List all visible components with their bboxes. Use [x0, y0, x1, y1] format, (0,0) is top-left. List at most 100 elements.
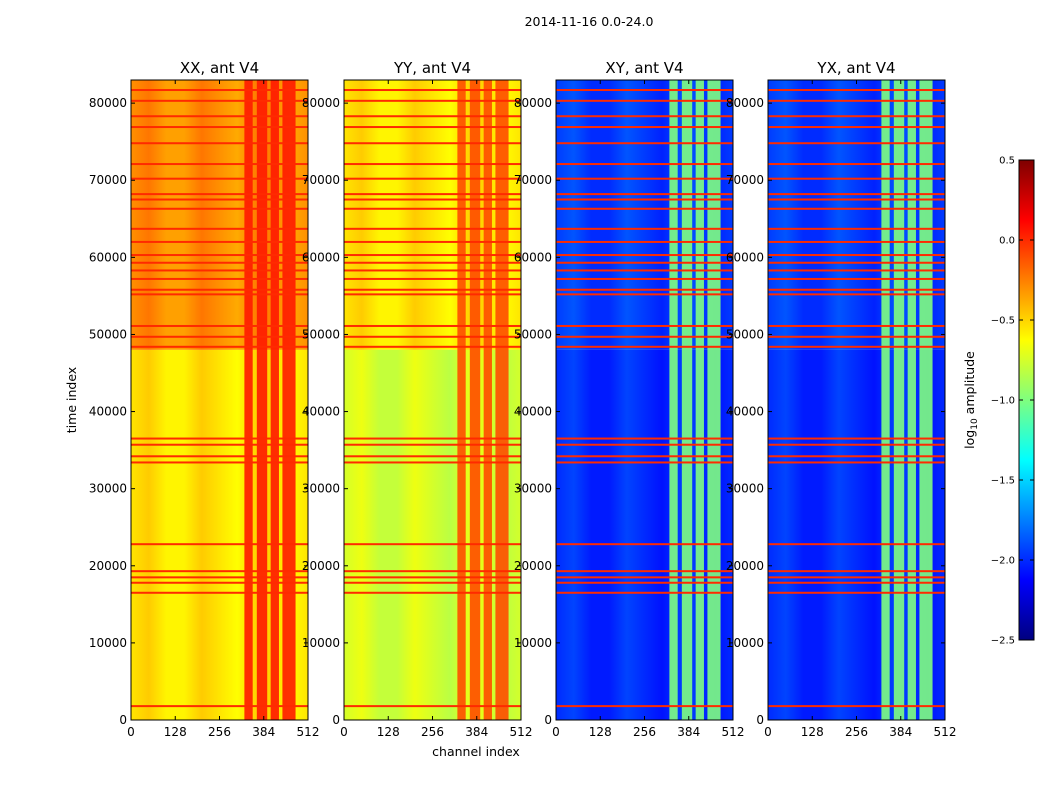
y-tick-label: 60000 — [302, 250, 340, 264]
x-axis-label: channel index — [432, 744, 520, 759]
flagged-row — [768, 345, 945, 348]
flagged-row — [768, 335, 945, 338]
flagged-row — [131, 581, 308, 584]
flagged-row — [131, 576, 308, 579]
panel-2: YY, ant V4 0 128 256 384 512 0 10000 20000 30000 4… — [302, 59, 533, 739]
colorbar-label: log10 amplitude — [962, 351, 980, 449]
flagged-row — [768, 576, 945, 579]
y-tick-label: 20000 — [89, 559, 127, 573]
rfi-band-4 — [707, 80, 721, 720]
y-tick-label: 80000 — [726, 96, 764, 110]
flagged-row — [344, 277, 521, 280]
flagged-row — [768, 207, 945, 210]
flagged-row — [768, 115, 945, 118]
flagged-row — [768, 126, 945, 129]
y-tick-label: 30000 — [514, 482, 552, 496]
y-tick-label: 0 — [119, 713, 127, 727]
flagged-row — [768, 437, 945, 440]
colorbar: 0.5 0.0 −0.5 −1.0 −1.5 −2.0 −2.5 — [991, 156, 1035, 647]
flagged-row — [556, 269, 733, 272]
heatmap-region-late — [344, 80, 521, 350]
colorbar-label-rest: amplitude — [962, 351, 977, 418]
y-tick-label: 50000 — [302, 327, 340, 341]
flagged-row — [768, 591, 945, 594]
flagged-row — [556, 581, 733, 584]
flagged-row — [556, 198, 733, 201]
x-tick-label: 256 — [845, 725, 868, 739]
y-tick-label: 10000 — [89, 636, 127, 650]
flagged-row — [768, 269, 945, 272]
flagged-row — [131, 269, 308, 272]
flagged-row — [344, 126, 521, 129]
flagged-row — [131, 193, 308, 196]
y-tick-label: 40000 — [514, 405, 552, 419]
colorbar-tick-label: −2.0 — [991, 556, 1015, 567]
flagged-row — [344, 335, 521, 338]
flagged-row — [768, 570, 945, 573]
x-tick-label: 0 — [340, 725, 348, 739]
flagged-row — [344, 455, 521, 458]
flagged-row — [344, 269, 521, 272]
flagged-row — [131, 89, 308, 92]
flagged-row — [768, 198, 945, 201]
flagged-row — [556, 345, 733, 348]
y-tick-label: 60000 — [514, 250, 552, 264]
flagged-row — [131, 177, 308, 180]
heatmap-region-early — [768, 349, 945, 720]
panel-title: YY, ant V4 — [393, 59, 471, 77]
heatmap-region-early — [131, 349, 308, 720]
rfi-band-2 — [681, 80, 693, 720]
flagged-row — [556, 437, 733, 440]
flagged-row — [768, 443, 945, 446]
figure-suptitle: 2014-11-16 0.0-24.0 — [525, 14, 654, 29]
flagged-row — [556, 207, 733, 210]
heatmap-region-early — [556, 349, 733, 720]
rfi-band-4 — [495, 80, 509, 720]
flagged-row — [344, 345, 521, 348]
panel-1: XX, ant V4 0 128 256 384 512 0 10000 20000 30000 4… — [89, 59, 320, 739]
flagged-row — [131, 288, 308, 291]
flagged-row — [556, 288, 733, 291]
flagged-row — [768, 89, 945, 92]
flagged-row — [344, 177, 521, 180]
x-tick-label: 512 — [722, 725, 745, 739]
flagged-row — [344, 570, 521, 573]
flagged-row — [768, 163, 945, 166]
y-tick-label: 80000 — [89, 96, 127, 110]
flagged-row — [344, 461, 521, 464]
flagged-row — [768, 277, 945, 280]
flagged-row — [768, 261, 945, 264]
x-tick-label: 512 — [510, 725, 533, 739]
x-tick-label: 384 — [677, 725, 700, 739]
flagged-row — [556, 591, 733, 594]
y-tick-label: 10000 — [726, 636, 764, 650]
flagged-row — [131, 277, 308, 280]
flagged-row — [344, 576, 521, 579]
colorbar-tick-label: −1.0 — [991, 396, 1015, 407]
flagged-row — [768, 177, 945, 180]
x-tick-label: 384 — [889, 725, 912, 739]
flagged-row — [344, 543, 521, 546]
y-tick-label: 10000 — [514, 636, 552, 650]
panel-title: YX, ant V4 — [816, 59, 895, 77]
rfi-band-3 — [483, 80, 492, 720]
y-tick-label: 70000 — [726, 173, 764, 187]
y-tick-label: 70000 — [514, 173, 552, 187]
flagged-row — [344, 443, 521, 446]
colorbar-tick-label: −2.5 — [991, 636, 1015, 647]
rfi-band-1 — [669, 80, 678, 720]
flagged-row — [768, 288, 945, 291]
flagged-row — [344, 207, 521, 210]
x-tick-label: 256 — [208, 725, 231, 739]
y-tick-label: 80000 — [302, 96, 340, 110]
x-tick-label: 512 — [934, 725, 957, 739]
y-tick-label: 70000 — [302, 173, 340, 187]
flagged-row — [556, 193, 733, 196]
flagged-row — [344, 163, 521, 166]
flagged-row — [556, 126, 733, 129]
flagged-row — [556, 99, 733, 102]
flagged-row — [131, 543, 308, 546]
x-tick-label: 384 — [252, 725, 275, 739]
flagged-row — [131, 163, 308, 166]
flagged-row — [556, 543, 733, 546]
